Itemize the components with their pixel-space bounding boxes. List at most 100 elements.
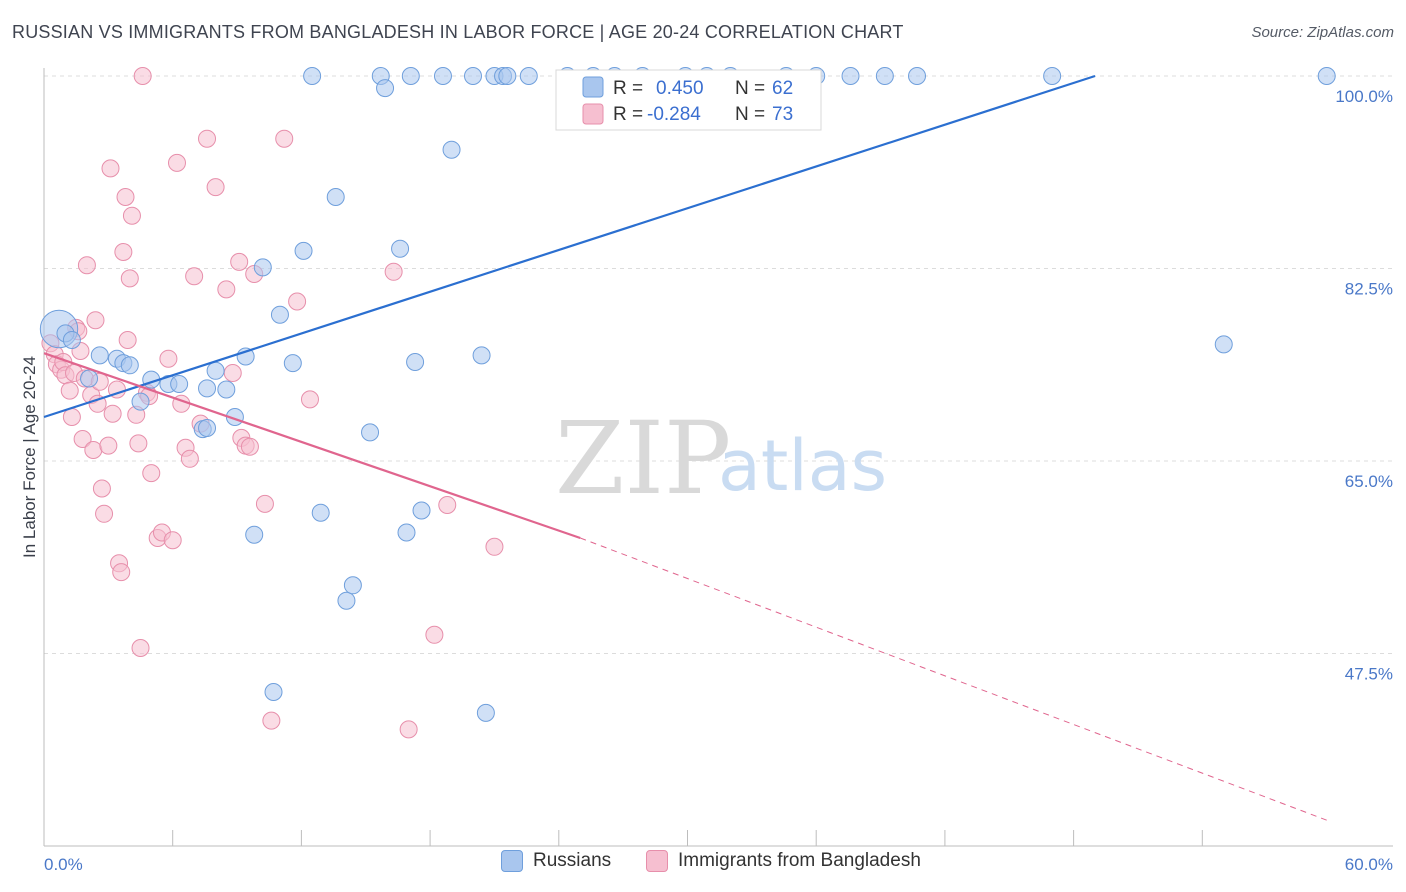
russian-point — [337, 591, 356, 610]
russian-point — [62, 331, 81, 349]
bangladesh-point — [163, 531, 182, 550]
russian-point — [908, 67, 927, 85]
y-tick-label: 82.5% — [1345, 280, 1393, 299]
bangladesh-point — [131, 639, 150, 657]
bangladesh-point — [116, 188, 135, 206]
russian-point — [80, 369, 99, 388]
watermark-atlas: atlas — [718, 425, 887, 507]
russian-point — [245, 525, 264, 544]
russian-point — [1214, 335, 1233, 354]
bangladesh-trend-line — [43, 352, 581, 540]
bangladesh-point — [103, 404, 122, 423]
bangladesh-point — [112, 563, 131, 582]
bangladesh-point — [180, 449, 199, 468]
russian-point — [283, 354, 302, 373]
series-legend: Russians Immigrants from Bangladesh — [0, 850, 1406, 878]
russian-point — [131, 392, 150, 411]
legend-swatch-blue — [501, 850, 523, 872]
legend-r-value-1: 0.450 — [656, 78, 704, 99]
russian-point — [326, 188, 345, 206]
y-tick-label: 47.5% — [1345, 665, 1393, 684]
bangladesh-point — [86, 311, 105, 330]
bangladesh-point — [240, 437, 259, 456]
bangladesh-point — [485, 537, 504, 556]
chart-title: RUSSIAN VS IMMIGRANTS FROM BANGLADESH IN… — [12, 22, 904, 42]
russian-point — [433, 67, 452, 85]
russian-point — [875, 67, 894, 85]
stats-legend: R = 0.450 N = 62 R = -0.284 N = 73 — [555, 69, 822, 131]
russian-point — [1317, 67, 1336, 85]
y-axis-title: In Labor Force | Age 20-24 — [20, 356, 39, 558]
bangladesh-point — [167, 153, 186, 172]
russian-point — [361, 423, 380, 442]
legend-swatch-bangladesh — [582, 103, 604, 125]
bangladesh-point — [185, 267, 204, 286]
bangladesh-point — [133, 67, 152, 85]
russian-point — [217, 380, 236, 399]
russian-point — [198, 379, 217, 398]
bangladesh-point — [114, 243, 133, 261]
bangladesh-point — [73, 430, 92, 448]
russian-point — [270, 305, 289, 324]
trend-lines — [43, 74, 1332, 823]
legend-n-value-1: 62 — [772, 78, 793, 99]
y-tick-label: 100.0% — [1335, 87, 1393, 106]
bangladesh-point — [120, 269, 139, 288]
legend-label-russians: Russians — [533, 850, 612, 871]
bangladesh-point — [142, 464, 161, 483]
bangladesh-point — [255, 494, 274, 513]
bangladesh-point — [217, 280, 236, 299]
russian-point — [303, 67, 322, 85]
legend-r-label-1: R = — [613, 78, 643, 99]
russian-point — [294, 241, 313, 260]
russian-point — [442, 140, 461, 159]
axes: 100.0% 82.5% 65.0% 47.5% 0.0% 60.0% — [43, 68, 1393, 874]
bangladesh-point — [118, 331, 137, 349]
russians-trend-line — [43, 74, 1096, 419]
bangladesh-point — [223, 364, 242, 382]
bangladesh-point — [399, 720, 418, 739]
bangladesh-point — [95, 504, 114, 523]
bangladesh-point — [101, 159, 120, 178]
bangladesh-point — [288, 292, 307, 311]
russian-point — [391, 239, 410, 258]
bangladesh-point — [159, 349, 178, 368]
bangladesh-point — [77, 256, 96, 275]
russian-point — [841, 67, 860, 85]
bangladesh-point — [425, 625, 444, 644]
russian-point — [264, 683, 283, 701]
legend-swatch-pink — [646, 850, 668, 872]
bangladesh-point — [62, 408, 81, 426]
watermark-zip: ZIP — [555, 400, 731, 517]
legend-n-label-1: N = — [735, 78, 765, 99]
bangladesh-point — [230, 252, 249, 271]
source-label: Source: ZipAtlas.com — [1251, 24, 1394, 41]
legend-label-bangladesh: Immigrants from Bangladesh — [678, 850, 921, 871]
legend-item-russians: Russians — [501, 850, 611, 872]
russian-point — [1043, 67, 1062, 85]
bangladesh-point — [198, 129, 217, 148]
x-tick-label: 60.0% — [1345, 855, 1393, 874]
bangladesh-point — [129, 434, 148, 453]
bangladesh-point — [88, 394, 107, 413]
bangladesh-point — [84, 441, 103, 459]
russian-point — [476, 703, 495, 722]
legend-r-value-2: -0.284 — [647, 104, 701, 125]
russian-point — [519, 67, 538, 85]
russian-point — [412, 501, 431, 520]
legend-n-value-2: 73 — [772, 104, 793, 125]
bangladesh-point — [275, 129, 294, 148]
bangladesh-point — [384, 262, 403, 281]
bangladesh-point — [262, 711, 281, 730]
russian-point — [170, 375, 189, 393]
russian-point — [498, 67, 517, 85]
russian-point — [311, 503, 330, 522]
legend-r-label-2: R = — [613, 104, 643, 125]
bangladesh-point — [438, 496, 457, 514]
bangladesh-point — [122, 206, 141, 225]
bangladesh-point — [60, 381, 79, 400]
legend-swatch-russians — [582, 76, 604, 98]
bangladesh-point — [99, 436, 118, 455]
bangladesh-trend-extension — [580, 537, 1332, 823]
russian-point — [198, 419, 217, 437]
